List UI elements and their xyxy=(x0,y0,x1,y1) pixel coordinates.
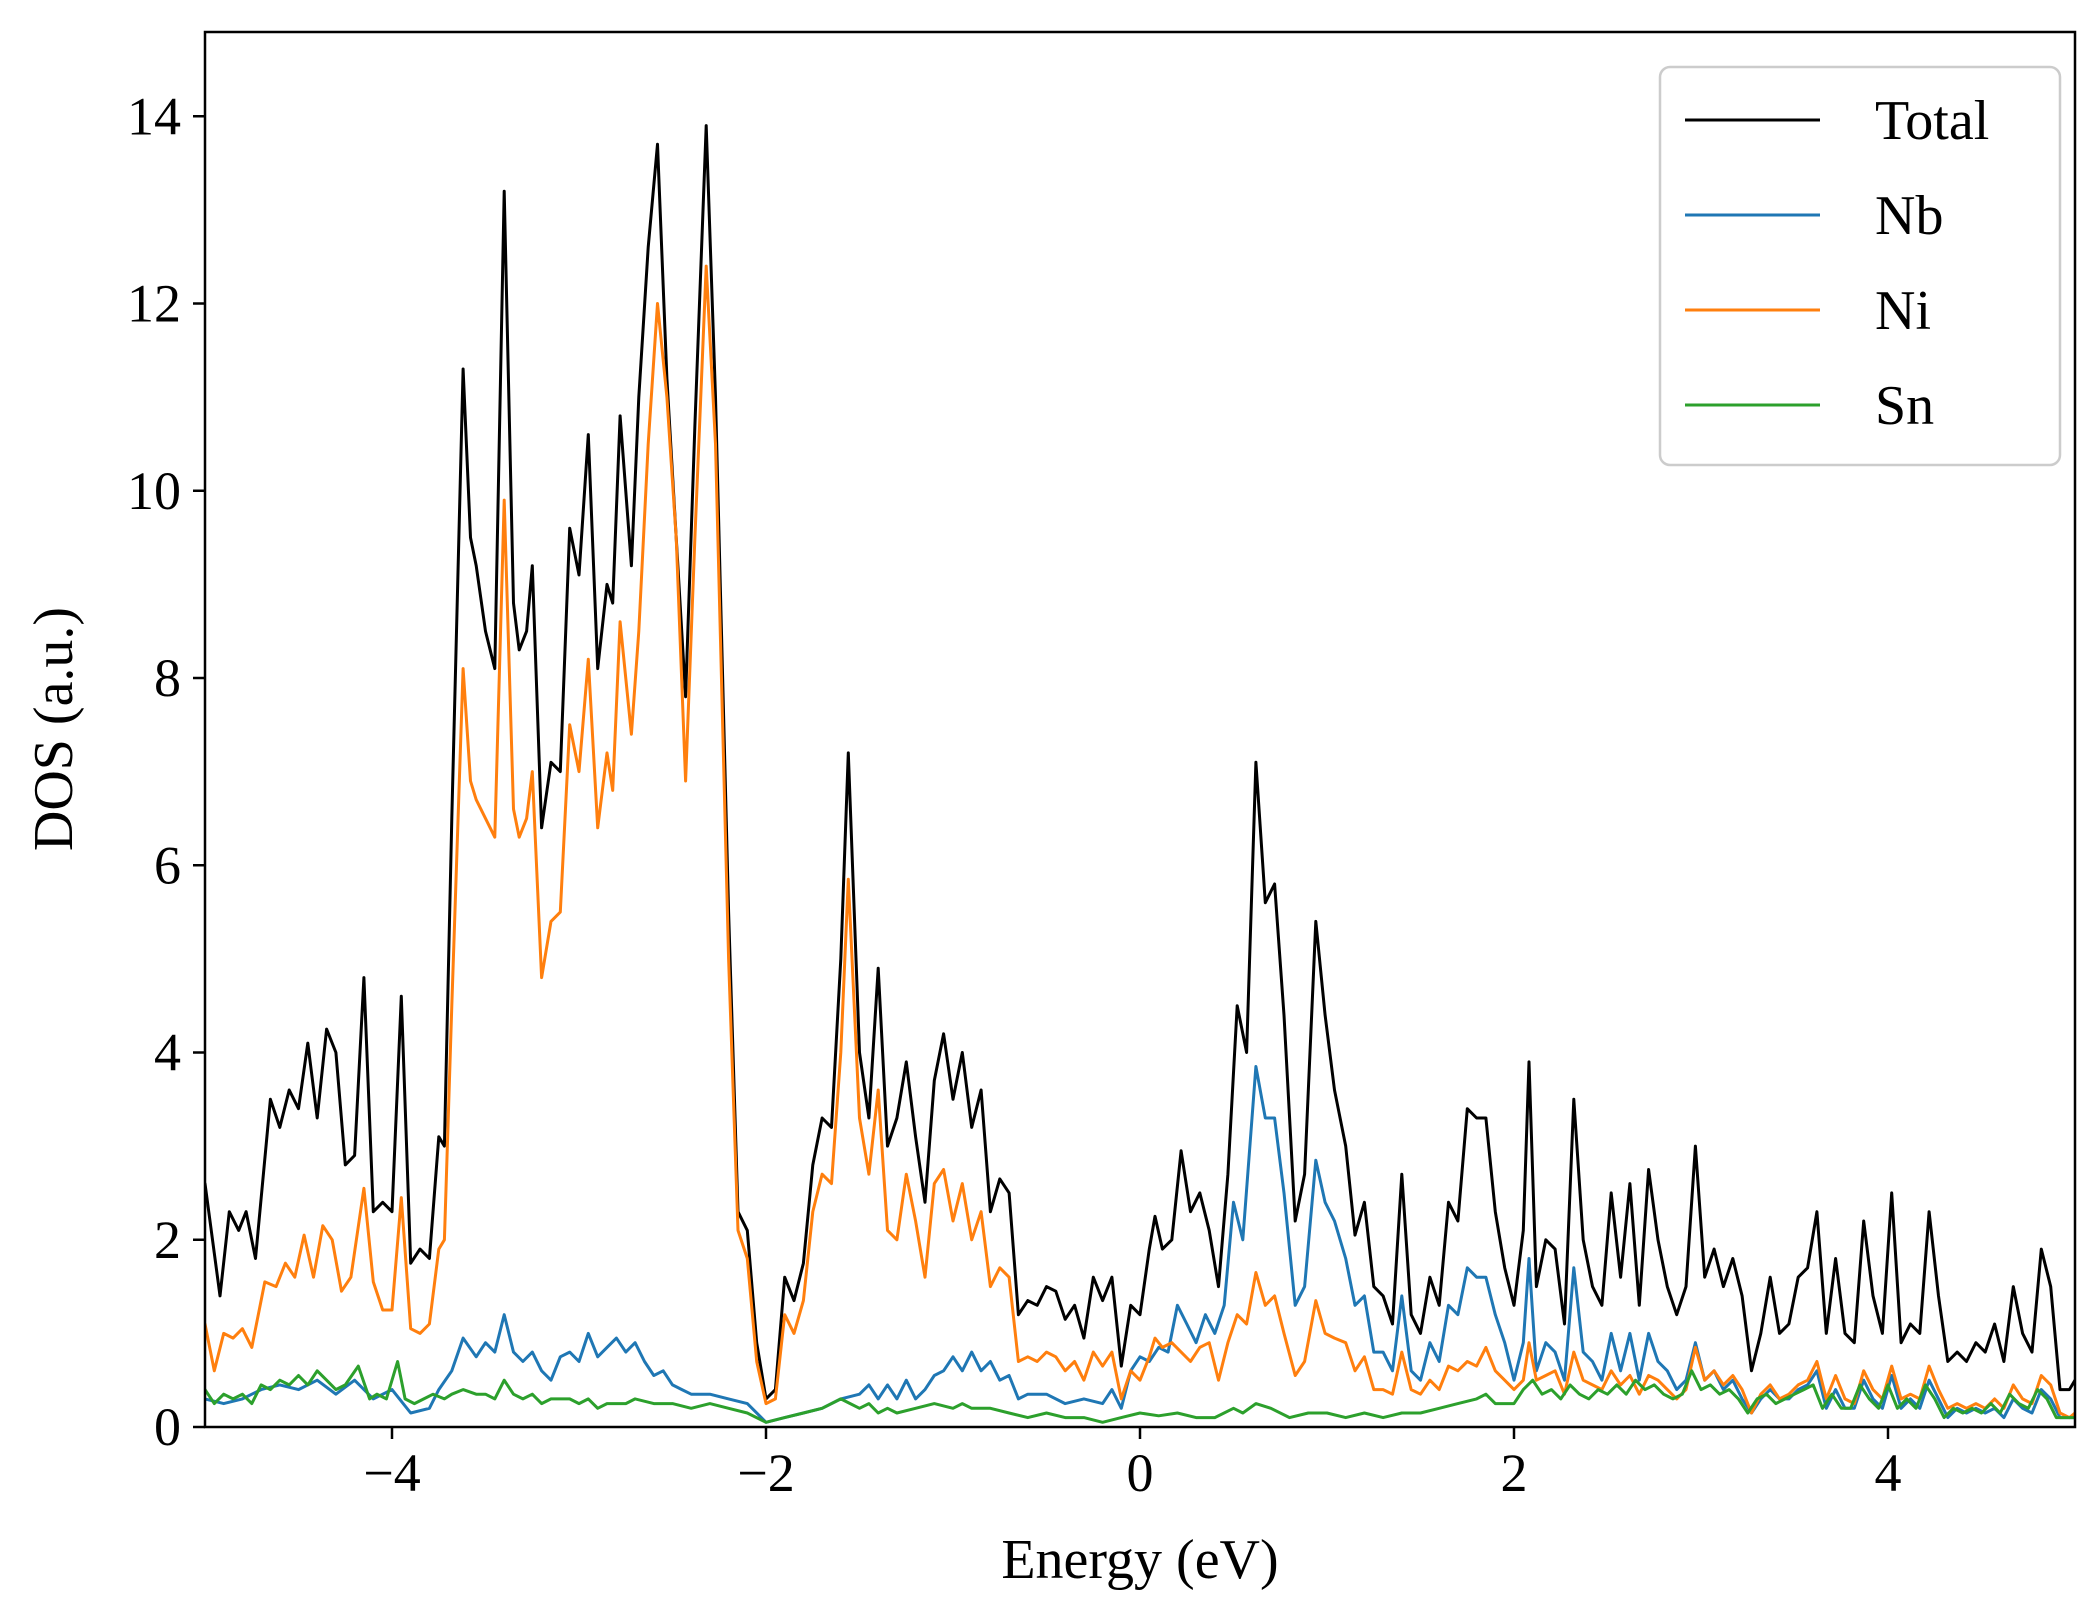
y-tick-label: 14 xyxy=(127,86,181,146)
legend-box xyxy=(1658,65,2062,467)
legend: Total Nb Ni Sn xyxy=(1658,65,2062,467)
y-tick-label: 6 xyxy=(154,835,181,895)
x-tick-label: 2 xyxy=(1501,1443,1528,1503)
legend-item-nb: Nb xyxy=(1685,185,1943,247)
legend-label: Total xyxy=(1875,90,1989,152)
legend-item-ni: Ni xyxy=(1685,280,1931,342)
legend-item-sn: Sn xyxy=(1685,375,1934,437)
ticks-layer: −4 −2 0 2 4 0 2 4 6 8 10 12 14 xyxy=(127,86,1902,1503)
x-tick-label: 4 xyxy=(1875,1443,1902,1503)
series-layer xyxy=(205,124,2075,1424)
x-tick-label: −4 xyxy=(363,1443,420,1503)
x-tick-label: 0 xyxy=(1127,1443,1154,1503)
y-tick-label: 4 xyxy=(154,1023,181,1083)
y-tick-label: 0 xyxy=(154,1397,181,1457)
legend-item-total: Total xyxy=(1685,90,1989,152)
legend-label: Sn xyxy=(1875,375,1934,437)
series-line-ni xyxy=(205,264,2075,1420)
y-tick-label: 10 xyxy=(127,461,181,521)
y-tick-label: 8 xyxy=(154,648,181,708)
legend-entries: Total Nb Ni Sn xyxy=(1685,90,1989,437)
legend-label: Nb xyxy=(1875,185,1943,247)
legend-label: Ni xyxy=(1875,280,1931,342)
x-axis-label: Energy (eV) xyxy=(1001,1529,1278,1591)
series-line-nb xyxy=(205,1065,2075,1424)
x-tick-label: −2 xyxy=(737,1443,794,1503)
y-tick-label: 12 xyxy=(127,274,181,334)
series-line-sn xyxy=(205,1360,2075,1424)
series-line-total xyxy=(205,124,2075,1401)
y-tick-label: 2 xyxy=(154,1210,181,1270)
y-axis-label: DOS (a.u.) xyxy=(23,607,85,851)
